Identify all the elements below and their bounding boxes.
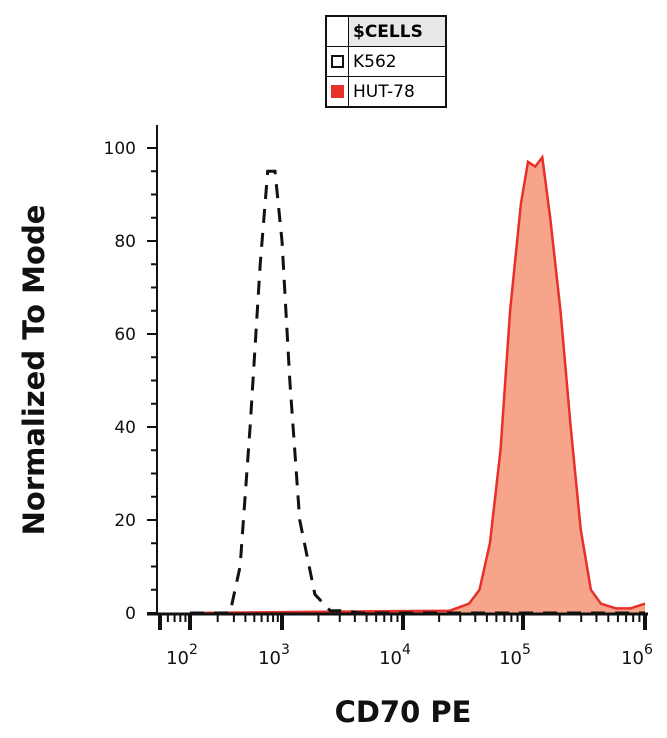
y-tick-label: 100 bbox=[104, 139, 136, 159]
x-tick-label: 105 bbox=[499, 642, 531, 669]
series-hut78-line bbox=[189, 154, 646, 615]
legend: $CELLS K562 HUT-78 bbox=[325, 15, 447, 108]
legend-label-k562: K562 bbox=[348, 46, 447, 77]
legend-swatch-k562 bbox=[331, 55, 344, 68]
y-axis-title: Normalized To Mode bbox=[17, 205, 51, 536]
x-axis-title: CD70 PE bbox=[335, 695, 472, 729]
legend-label-hut78: HUT-78 bbox=[348, 76, 447, 108]
x-tick-label: 104 bbox=[379, 642, 411, 669]
legend-swatch-hut78 bbox=[331, 85, 344, 98]
series-k562-line bbox=[190, 169, 645, 615]
x-tick-label: 106 bbox=[621, 642, 653, 669]
x-tick-label: 103 bbox=[258, 642, 290, 669]
series-hut78-fill bbox=[190, 157, 645, 614]
y-tick-label: 60 bbox=[114, 325, 136, 345]
legend-title: $CELLS bbox=[348, 15, 447, 47]
y-tick-label: 80 bbox=[114, 232, 136, 252]
y-tick-label: 20 bbox=[114, 511, 136, 531]
y-tick-label: 40 bbox=[114, 418, 136, 438]
y-tick-label: 0 bbox=[125, 604, 136, 624]
x-tick-label: 102 bbox=[166, 642, 198, 669]
